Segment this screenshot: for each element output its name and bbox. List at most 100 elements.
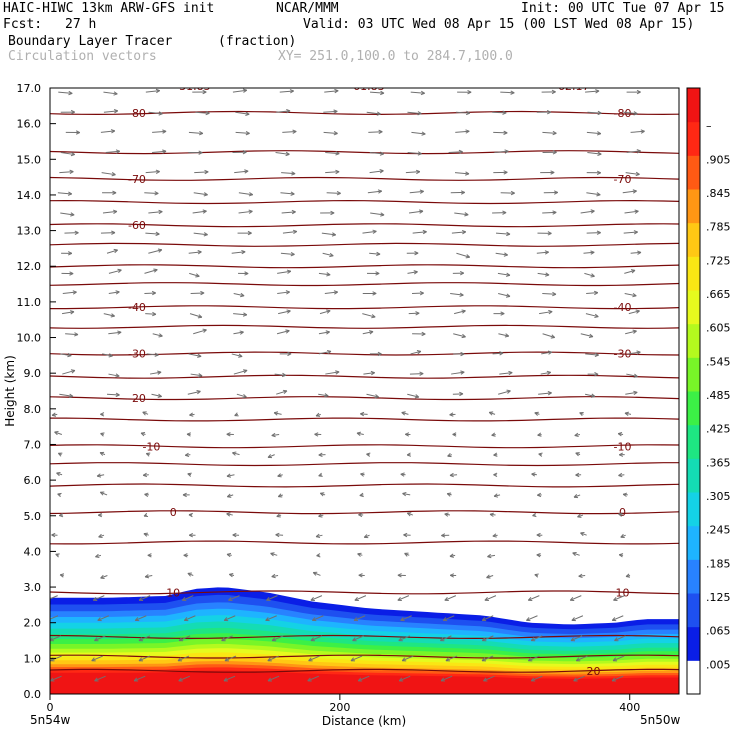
circulation-vector — [56, 471, 63, 477]
circulation-vector — [64, 230, 79, 235]
circulation-vector — [145, 88, 161, 94]
temperature-contour--60 — [50, 223, 679, 228]
circulation-vector — [312, 571, 321, 576]
contour-line-9 — [50, 483, 679, 488]
circulation-vector — [271, 635, 284, 642]
circulation-vector — [362, 330, 374, 335]
circulation-vector — [181, 595, 194, 601]
circulation-vector — [444, 595, 457, 601]
circulation-vector — [454, 212, 469, 217]
circulation-vector — [318, 452, 326, 458]
circulation-vector — [481, 615, 494, 622]
circulation-vector — [276, 389, 288, 395]
circulation-vector — [493, 472, 498, 477]
circulation-vector — [265, 615, 277, 622]
circulation-vector — [409, 189, 424, 194]
circulation-vector — [407, 270, 418, 275]
circulation-vector — [534, 411, 540, 416]
circulation-vector — [97, 615, 109, 622]
circulation-vector — [624, 209, 639, 214]
circulation-vector — [350, 655, 363, 662]
circulation-vector — [279, 89, 294, 94]
contour-label: 20 — [586, 665, 600, 678]
circulation-vector — [314, 432, 322, 437]
circulation-vector — [187, 472, 192, 477]
circulation-vector — [189, 412, 195, 417]
circulation-vector — [498, 293, 511, 298]
circulation-vector — [353, 615, 366, 622]
circulation-vector — [620, 533, 626, 538]
circulation-vector — [536, 532, 543, 538]
circulation-vector — [221, 635, 233, 642]
circulation-vector — [530, 675, 543, 682]
circulation-vector — [449, 412, 456, 417]
circulation-vector — [580, 209, 595, 214]
circulation-vector — [183, 553, 189, 558]
circulation-vector — [281, 209, 296, 215]
y-tick-label: 9.0 — [24, 367, 42, 380]
circulation-vector — [358, 573, 365, 578]
circulation-vector — [96, 473, 105, 478]
circulation-vector — [195, 110, 210, 116]
circulation-vector — [318, 330, 330, 335]
circulation-vector — [587, 372, 599, 377]
circulation-vector — [449, 553, 456, 558]
circulation-vector — [454, 171, 470, 176]
circulation-vector — [526, 615, 538, 622]
circulation-vector — [362, 313, 376, 319]
circulation-vector — [324, 290, 338, 295]
circulation-vector — [59, 169, 74, 175]
y-tick-label: 2.0 — [24, 617, 42, 630]
circulation-vector — [571, 615, 584, 622]
circulation-vector — [58, 512, 64, 518]
circulation-vector — [537, 272, 550, 277]
circulation-vector — [190, 373, 203, 378]
circulation-vector — [60, 352, 72, 358]
circulation-vector — [412, 229, 427, 235]
circulation-vector — [452, 391, 464, 397]
circulation-vector — [630, 250, 642, 255]
circulation-vector — [586, 230, 601, 235]
y-tick-label: 10.0 — [17, 332, 42, 345]
circulation-vector — [316, 553, 321, 558]
field-units: (fraction) — [218, 34, 297, 49]
contour-label: -40 — [128, 301, 146, 314]
circulation-vector — [106, 248, 118, 254]
x-tick-label: 200 — [329, 701, 350, 714]
circulation-vector — [536, 553, 542, 558]
y-tick-label: 13.0 — [17, 225, 42, 238]
circulation-vector — [280, 191, 295, 196]
circulation-vector — [625, 573, 631, 578]
circulation-vector — [407, 393, 420, 399]
circulation-vector — [622, 492, 628, 497]
circulation-vector — [457, 90, 472, 95]
circulation-vector — [233, 292, 245, 298]
circulation-vector — [99, 451, 106, 456]
circulation-vector — [92, 595, 105, 601]
circulation-vector — [448, 149, 463, 155]
circulation-vector — [532, 512, 537, 518]
valid-time: Valid: 03 UTC Wed 08 Apr 15 (00 LST Wed … — [303, 17, 695, 32]
circulation-vector — [51, 532, 58, 538]
circulation-vector — [447, 452, 452, 458]
circulation-vector — [354, 595, 367, 601]
circulation-vector — [625, 390, 638, 396]
circulation-vector — [624, 411, 632, 416]
circulation-vector — [530, 635, 543, 642]
circulation-vector — [450, 190, 465, 195]
contour-label: -20 — [128, 392, 146, 405]
circulation-vector — [235, 130, 250, 136]
top-contour-label: -62.17 — [554, 80, 589, 93]
circulation-vector — [226, 473, 235, 478]
contour-label: -70 — [128, 173, 146, 186]
circulation-vector — [94, 675, 106, 682]
circulation-vector — [190, 290, 205, 296]
circulation-vector — [320, 210, 335, 216]
circulation-vector — [587, 110, 602, 116]
circulation-vector — [493, 130, 508, 135]
y-tick-label: 4.0 — [24, 545, 42, 558]
circulation-vector — [233, 330, 244, 335]
circulation-vector — [626, 373, 638, 378]
y-tick-label: 1.0 — [24, 652, 42, 665]
